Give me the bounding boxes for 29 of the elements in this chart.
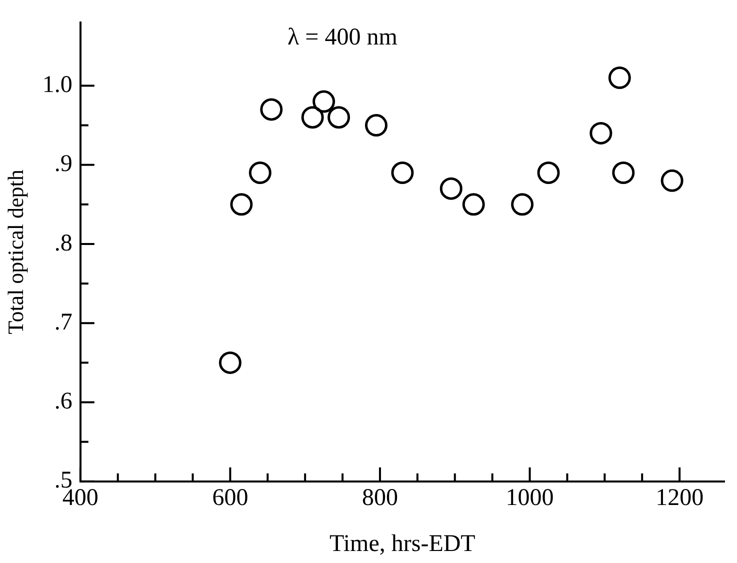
point xyxy=(537,162,560,184)
x-tick-label: 1000 xyxy=(506,485,554,512)
x-tick-label: 600 xyxy=(212,485,248,512)
point xyxy=(218,351,242,374)
point xyxy=(462,193,485,216)
point xyxy=(391,162,414,184)
point xyxy=(608,66,631,90)
point xyxy=(612,162,635,184)
point xyxy=(260,98,283,121)
point xyxy=(590,122,612,144)
x-axis-title: Time, hrs-EDT xyxy=(330,530,476,557)
y-tick-label: 1.0 xyxy=(42,72,72,98)
point xyxy=(301,106,324,129)
point xyxy=(440,177,462,200)
point xyxy=(248,162,272,184)
point xyxy=(364,114,388,137)
y-tick-label: .6 xyxy=(54,388,72,415)
point xyxy=(511,193,534,216)
y-axis-title: Total optical depth xyxy=(2,170,28,334)
y-tick-label: .7 xyxy=(54,309,72,336)
x-tick-label: 800 xyxy=(362,485,398,512)
y-tick-label: .9 xyxy=(54,151,72,178)
chart-title: λ = 400 nm xyxy=(288,24,398,51)
point xyxy=(660,169,684,192)
point xyxy=(312,90,336,113)
y-tick-label: .8 xyxy=(54,230,72,256)
point xyxy=(230,193,253,216)
point xyxy=(328,106,350,129)
x-tick-label: 1200 xyxy=(656,485,704,512)
